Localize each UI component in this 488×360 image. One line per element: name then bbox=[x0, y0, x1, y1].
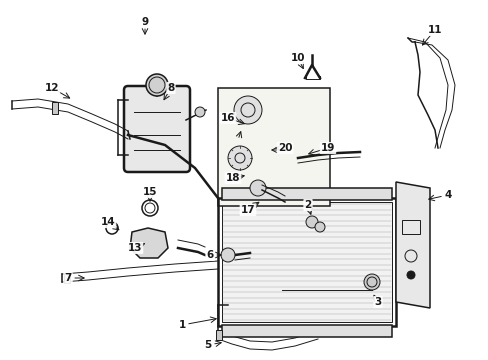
Bar bbox=[52, 102, 58, 114]
Circle shape bbox=[314, 222, 325, 232]
Bar bbox=[222, 325, 391, 337]
Text: 15: 15 bbox=[142, 187, 157, 197]
Text: 9: 9 bbox=[141, 17, 148, 27]
Text: 7: 7 bbox=[64, 273, 72, 283]
Text: 13: 13 bbox=[127, 243, 142, 253]
Text: 16: 16 bbox=[220, 113, 235, 123]
Circle shape bbox=[221, 248, 235, 262]
Bar bbox=[218, 88, 329, 206]
Text: 4: 4 bbox=[444, 190, 451, 200]
Text: 1: 1 bbox=[178, 320, 185, 330]
Text: 2: 2 bbox=[304, 200, 311, 210]
Circle shape bbox=[195, 107, 204, 117]
Text: 10: 10 bbox=[290, 53, 305, 63]
Bar bbox=[401, 220, 419, 234]
Circle shape bbox=[227, 146, 251, 170]
Text: 3: 3 bbox=[374, 297, 381, 307]
Bar bbox=[216, 330, 222, 340]
Bar bbox=[222, 188, 391, 200]
Bar bbox=[64, 273, 70, 283]
Text: 12: 12 bbox=[45, 83, 59, 93]
Circle shape bbox=[406, 271, 414, 279]
Text: 20: 20 bbox=[277, 143, 292, 153]
FancyBboxPatch shape bbox=[124, 86, 190, 172]
Text: 18: 18 bbox=[225, 173, 240, 183]
Text: 17: 17 bbox=[240, 205, 255, 215]
Circle shape bbox=[363, 274, 379, 290]
Circle shape bbox=[249, 180, 265, 196]
Polygon shape bbox=[130, 228, 168, 258]
Text: 14: 14 bbox=[101, 217, 115, 227]
Bar bbox=[222, 202, 391, 322]
Circle shape bbox=[305, 216, 317, 228]
Text: 6: 6 bbox=[206, 250, 213, 260]
Text: 11: 11 bbox=[427, 25, 441, 35]
Circle shape bbox=[234, 96, 262, 124]
Text: 5: 5 bbox=[204, 340, 211, 350]
Text: 8: 8 bbox=[167, 83, 174, 93]
Polygon shape bbox=[395, 182, 429, 308]
Bar bbox=[218, 198, 395, 326]
Text: 19: 19 bbox=[320, 143, 334, 153]
Circle shape bbox=[146, 74, 168, 96]
